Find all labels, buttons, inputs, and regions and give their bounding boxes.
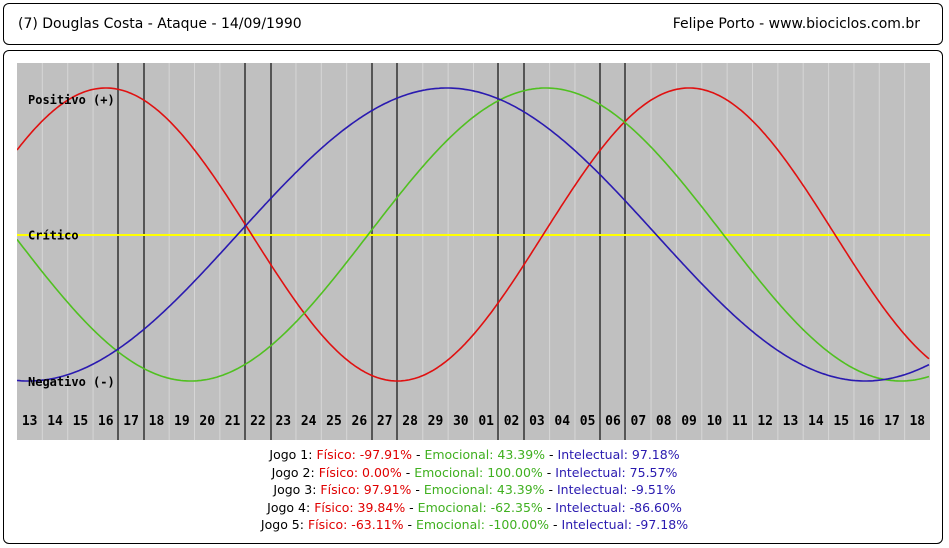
day-label: 17 — [123, 414, 139, 429]
intelectual-value: Intelectual: -9.51% — [557, 482, 676, 497]
separator: - — [405, 499, 418, 515]
day-label: 06 — [605, 414, 621, 429]
emocional-value: Emocional: -100.00% — [415, 517, 550, 532]
day-label: 10 — [707, 414, 723, 429]
day-label: 04 — [554, 414, 570, 429]
separator: - — [401, 464, 415, 480]
day-label: 07 — [631, 414, 647, 429]
separator: - — [545, 447, 558, 462]
day-label: 13 — [783, 414, 799, 429]
day-label: 22 — [250, 414, 266, 429]
day-label: 24 — [301, 414, 317, 429]
game-label: Jogo 4: — [267, 499, 315, 515]
intelectual-value: Intelectual: -86.60% — [555, 499, 682, 515]
day-label: 16 — [98, 414, 114, 429]
day-label: 01 — [478, 414, 494, 429]
day-label: 05 — [580, 414, 596, 429]
stat-row-4: Jogo 4: Físico: 39.84% - Emocional: -62.… — [0, 499, 949, 517]
separator: - — [549, 517, 562, 532]
day-label: 23 — [275, 414, 291, 429]
day-label: 27 — [377, 414, 393, 429]
critical-label: Crítico — [28, 229, 79, 243]
stat-row-2: Jogo 2: Físico: 0.00% - Emocional: 100.0… — [0, 464, 949, 482]
day-label: 19 — [174, 414, 190, 429]
day-label: 18 — [149, 414, 165, 429]
day-label: 16 — [859, 414, 875, 429]
biorhythm-chart: Positivo (+) Crítico Negativo (-) 13 14 15 16 1… — [17, 63, 930, 440]
series-intelectual — [17, 87, 930, 382]
emocional-value: Emocional: 43.39% — [423, 482, 545, 497]
game-stats: Jogo 1: Físico: -97.91% - Emocional: 43.… — [0, 446, 949, 534]
day-label: 14 — [808, 414, 824, 429]
series-fisico — [17, 87, 930, 382]
intelectual-value: Intelectual: 75.57% — [555, 464, 678, 480]
fisico-value: Físico: 0.00% — [318, 464, 402, 480]
day-label: 30 — [453, 414, 469, 429]
intelectual-value: Intelectual: 97.18% — [557, 447, 680, 462]
day-label: 29 — [428, 414, 444, 429]
emocional-value: Emocional: 43.39% — [424, 447, 546, 462]
separator: - — [411, 482, 424, 497]
author-site: Felipe Porto - www.biociclos.com.br — [672, 16, 920, 32]
stat-row-1: Jogo 1: Físico: -97.91% - Emocional: 43.… — [0, 446, 949, 464]
positive-label: Positivo (+) — [28, 93, 115, 107]
day-label: 08 — [656, 414, 672, 429]
game-label: Jogo 5: — [260, 517, 308, 532]
day-label: 03 — [529, 414, 545, 429]
day-label: 17 — [884, 414, 900, 429]
emocional-value: Emocional: 100.00% — [414, 464, 543, 480]
athlete-title: (7) Douglas Costa - Ataque - 14/09/1990 — [18, 16, 302, 32]
separator: - — [544, 482, 557, 497]
day-label: 15 — [833, 414, 849, 429]
stat-row-5: Jogo 5: Físico: -63.11% - Emocional: -10… — [0, 516, 949, 534]
fisico-value: Físico: 97.91% — [320, 482, 412, 497]
day-label: 15 — [73, 414, 89, 429]
separator: - — [542, 499, 556, 515]
day-label: 13 — [22, 414, 38, 429]
day-label: 21 — [225, 414, 241, 429]
fisico-value: Físico: 39.84% — [314, 499, 406, 515]
day-label: 18 — [909, 414, 925, 429]
fisico-value: Físico: -63.11% — [307, 517, 404, 532]
stat-row-3: Jogo 3: Físico: 97.91% - Emocional: 43.3… — [0, 481, 949, 499]
separator: - — [403, 517, 416, 532]
fisico-value: Físico: -97.91% — [316, 447, 412, 462]
day-label: 02 — [504, 414, 520, 429]
day-label: 28 — [402, 414, 418, 429]
separator: - — [542, 464, 556, 480]
series-emocional — [17, 87, 930, 382]
day-label: 12 — [757, 414, 773, 429]
game-label: Jogo 1: — [269, 447, 317, 462]
day-label: 11 — [732, 414, 748, 429]
day-label: 25 — [326, 414, 342, 429]
day-label: 26 — [352, 414, 368, 429]
game-label: Jogo 3: — [273, 482, 321, 497]
negative-label: Negativo (-) — [28, 375, 115, 389]
emocional-value: Emocional: -62.35% — [417, 499, 543, 515]
day-label: 09 — [681, 414, 697, 429]
day-label: 14 — [47, 414, 63, 429]
game-label: Jogo 2: — [271, 464, 319, 480]
header-box: (7) Douglas Costa - Ataque - 14/09/1990 … — [3, 3, 943, 45]
intelectual-value: Intelectual: -97.18% — [561, 517, 689, 532]
day-label: 20 — [199, 414, 215, 429]
separator: - — [411, 447, 425, 462]
